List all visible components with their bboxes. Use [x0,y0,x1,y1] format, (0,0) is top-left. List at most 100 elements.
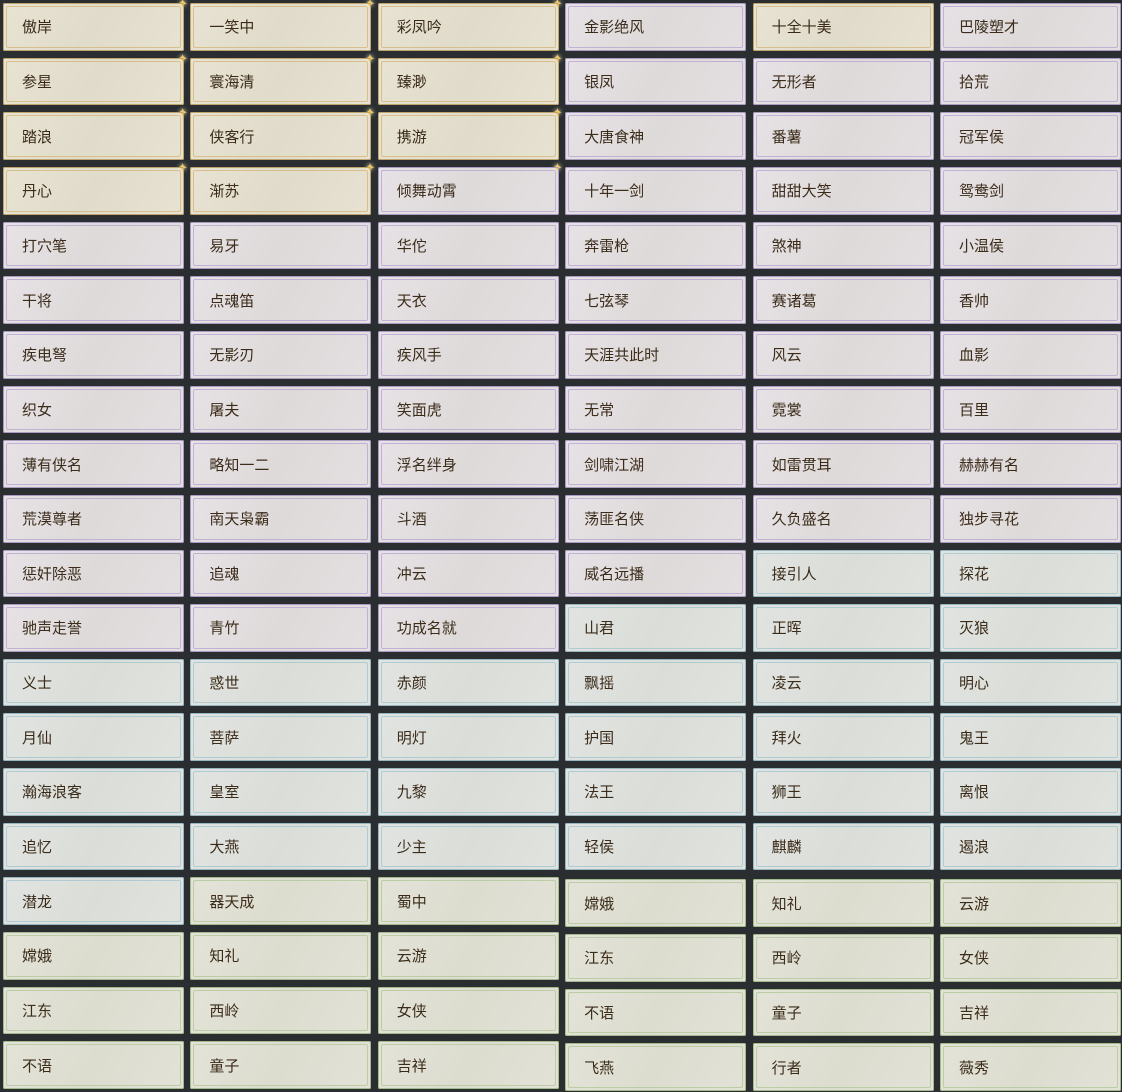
title-card-purple[interactable]: 倾舞动霄 ✦ [377,162,563,215]
title-card-purple[interactable]: 无常 [565,385,747,434]
title-card-purple[interactable]: 华佗 [377,221,559,270]
title-card-green[interactable]: 嫦娥 [3,932,184,980]
title-card-blue[interactable]: 拜火 [752,713,934,762]
title-card-green[interactable]: 知礼 [190,932,372,980]
title-card-green[interactable]: 飞燕 [565,1043,747,1091]
title-card-green[interactable]: 江东 [3,986,184,1035]
title-card-green[interactable]: 知礼 [752,879,934,928]
title-card-green[interactable]: 不语 [565,988,747,1037]
title-card-blue[interactable]: 正晖 [752,604,934,652]
title-card-purple[interactable]: 鸳鸯剑 [939,166,1121,215]
title-card-purple[interactable]: 点魂笛 [190,276,372,324]
title-card-blue[interactable]: 明心 [939,658,1121,707]
title-card-blue[interactable]: 大燕 [190,822,372,871]
title-card-blue[interactable]: 菩萨 [190,713,372,762]
title-card-purple[interactable]: 打穴笔 [3,221,184,270]
title-card-gold[interactable]: 十全十美 [752,3,934,51]
title-card-green[interactable]: 江东 [565,934,747,982]
title-card-purple[interactable]: 十年一剑 [565,166,747,215]
title-card-gold[interactable]: 侠客行 ✦ [190,107,375,160]
title-card-blue[interactable]: 山君 [565,604,747,652]
title-card-green[interactable]: 吉祥 [377,1041,559,1089]
title-card-green[interactable]: 童子 [190,1041,372,1089]
title-card-purple[interactable]: 笑面虎 [377,385,559,434]
title-card-purple[interactable]: 久负盛名 [752,494,934,543]
title-card-green[interactable]: 不语 [3,1041,184,1089]
title-card-blue[interactable]: 潜龙 [3,877,184,926]
title-card-blue[interactable]: 轻侯 [565,822,747,871]
title-card-green[interactable]: 嫦娥 [565,879,747,928]
title-card-blue[interactable]: 明灯 [377,713,559,762]
title-card-green[interactable]: 云游 [377,932,559,980]
title-card-blue[interactable]: 狮王 [752,768,934,816]
title-card-purple[interactable]: 天衣 [377,276,559,324]
title-card-purple[interactable]: 功成名就 [377,604,559,652]
title-card-purple[interactable]: 冠军侯 [939,112,1121,160]
title-card-purple[interactable]: 煞神 [752,221,934,270]
title-card-purple[interactable]: 驰声走誉 [3,604,184,652]
title-card-purple[interactable]: 赫赫有名 [939,440,1121,488]
title-card-green[interactable]: 西岭 [190,986,372,1035]
title-card-purple[interactable]: 香帅 [939,276,1121,324]
title-card-purple[interactable]: 风云 [752,330,934,379]
title-card-blue[interactable]: 护国 [565,713,747,762]
title-card-purple[interactable]: 无形者 [752,57,934,106]
title-card-purple[interactable]: 荡匪名侠 [565,494,747,543]
title-card-purple[interactable]: 赛诸葛 [752,276,934,324]
title-card-purple[interactable]: 天涯共此时 [565,330,747,379]
title-card-green[interactable]: 女侠 [377,986,559,1035]
title-card-green[interactable]: 西岭 [752,934,934,982]
title-card-blue[interactable]: 法王 [565,768,747,816]
title-card-green[interactable]: 器天成 [190,877,372,926]
title-card-purple[interactable]: 浮名绊身 [377,440,559,488]
title-card-gold[interactable]: 参星 ✦ [3,53,188,106]
title-card-purple[interactable]: 独步寻花 [939,494,1121,543]
title-card-purple[interactable]: 荒漠尊者 [3,494,184,543]
title-card-blue[interactable]: 探花 [939,549,1121,598]
title-card-purple[interactable]: 疾风手 [377,330,559,379]
title-card-purple[interactable]: 易牙 [190,221,372,270]
title-card-purple[interactable]: 巴陵塑才 [939,3,1121,51]
title-card-blue[interactable]: 接引人 [752,549,934,598]
title-card-purple[interactable]: 疾电弩 [3,330,184,379]
title-card-gold[interactable]: 寰海清 ✦ [190,53,375,106]
title-card-purple[interactable]: 百里 [939,385,1121,434]
title-card-gold[interactable]: 彩凤吟 ✦ [377,0,563,51]
title-card-purple[interactable]: 奔雷枪 [565,221,747,270]
title-card-purple[interactable]: 银凤 [565,57,747,106]
title-card-purple[interactable]: 无影刃 [190,330,372,379]
title-card-gold[interactable]: 丹心 ✦ [3,162,188,215]
title-card-blue[interactable]: 皇室 [190,768,372,816]
title-card-gold[interactable]: 渐苏 ✦ [190,162,375,215]
title-card-green[interactable]: 云游 [939,879,1121,928]
title-card-purple[interactable]: 斗酒 [377,494,559,543]
title-card-purple[interactable]: 拾荒 [939,57,1121,106]
title-card-gold[interactable]: 臻渺 ✦ [377,53,563,106]
title-card-blue[interactable]: 麒麟 [752,822,934,871]
title-card-blue[interactable]: 遏浪 [939,822,1121,871]
title-card-purple[interactable]: 薄有侠名 [3,440,184,488]
title-card-blue[interactable]: 月仙 [3,713,184,762]
title-card-purple[interactable]: 威名远播 [565,549,747,598]
title-card-purple[interactable]: 屠夫 [190,385,372,434]
title-card-purple[interactable]: 大唐食神 [565,112,747,160]
title-card-purple[interactable]: 南天枭霸 [190,494,372,543]
title-card-gold[interactable]: 傲岸 ✦ [3,0,188,51]
title-card-green[interactable]: 吉祥 [939,988,1121,1037]
title-card-purple[interactable]: 金影绝风 [565,3,747,51]
title-card-gold[interactable]: 携游 ✦ [377,107,563,160]
title-card-gold[interactable]: 踏浪 ✦ [3,107,188,160]
title-card-blue[interactable]: 少主 [377,822,559,871]
title-card-blue[interactable]: 鬼王 [939,713,1121,762]
title-card-green[interactable]: 蜀中 [377,877,559,926]
title-card-blue[interactable]: 灭狼 [939,604,1121,652]
title-card-green[interactable]: 行者 [752,1043,934,1091]
title-card-blue[interactable]: 赤颜 [377,658,559,707]
title-card-green[interactable]: 童子 [752,988,934,1037]
title-card-purple[interactable]: 剑啸江湖 [565,440,747,488]
title-card-purple[interactable]: 小温侯 [939,221,1121,270]
title-card-purple[interactable]: 织女 [3,385,184,434]
title-card-purple[interactable]: 冲云 [377,549,559,598]
title-card-gold[interactable]: 一笑中 ✦ [190,0,375,51]
title-card-purple[interactable]: 七弦琴 [565,276,747,324]
